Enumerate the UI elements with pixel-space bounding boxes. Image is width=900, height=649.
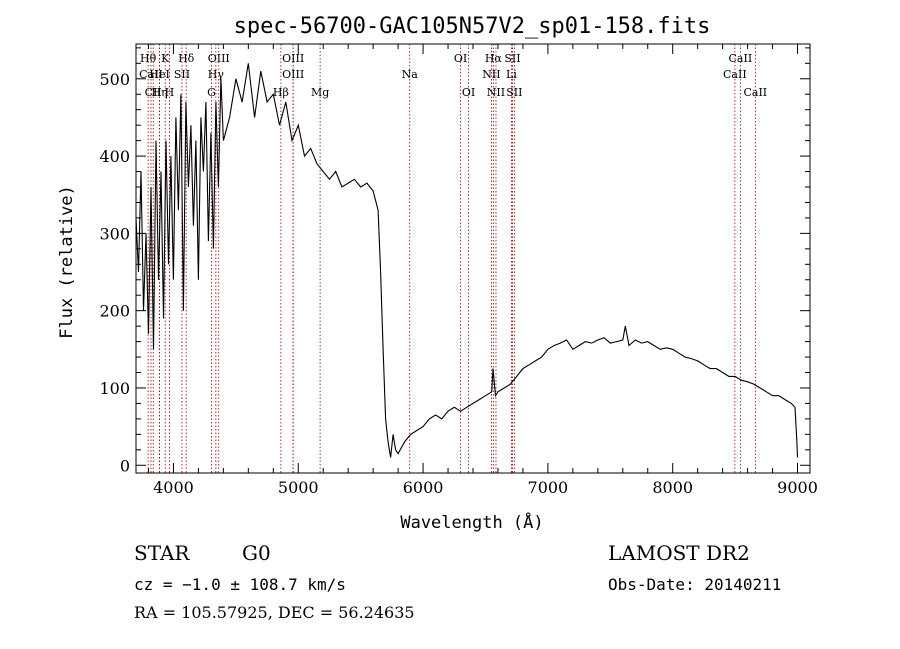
x-axis-label: Wavelength (Å) [400,511,543,533]
line-marker-label: CaII [139,68,163,81]
line-marker-label: Hγ [208,68,225,81]
line-marker-label: Hδ [178,52,195,65]
line-marker-label: SII [506,86,522,99]
x-tick-label: 6000 [403,478,444,497]
line-marker-label: OI [454,52,467,65]
x-axis: 4000 5000 6000 7000 8000 9000 [147,44,818,497]
line-marker-label: Hα [485,52,503,65]
line-marker-label: NII [487,86,505,99]
plot-frame [135,43,811,474]
line-marker-label: G [207,86,216,99]
x-tick-label: 8000 [652,478,693,497]
line-marker-label: OI [462,86,475,99]
line-marker-label: H [165,86,175,99]
y-axis-label: Flux (relative) [57,185,77,339]
y-tick-label: 400 [99,147,130,166]
line-marker-label: Hθ [140,52,157,65]
x-tick-label: 9000 [777,478,818,497]
subclass: G0 [242,541,271,565]
spectrum-line [135,63,799,458]
line-marker-label: CaII [743,86,767,99]
line-marker-label: Hη [151,86,167,99]
line-marker-label: Hβ [273,86,289,99]
line-marker-label: CaII [729,52,753,65]
y-tick-label: 500 [99,70,130,89]
object-type: STAR [134,541,190,565]
line-marker-label: OIII [208,52,230,65]
x-tick-label: 7000 [528,478,569,497]
coordinates: RA = 105.57925, DEC = 56.24635 [134,603,415,622]
line-marker-label: Li [506,68,517,81]
y-axis: 0 100 200 300 400 500 [99,47,810,475]
chart-title: spec-56700-GAC105N57V2_sp01-158.fits [234,14,711,39]
y-tick-label: 200 [99,302,130,321]
line-marker-label: SII [174,68,190,81]
line-marker-label: K [161,52,170,65]
line-marker-label: Na [402,68,419,81]
x-tick-label: 4000 [153,478,194,497]
line-marker-label: CaII [723,68,747,81]
line-marker-label: SII [504,52,520,65]
y-tick-label: 0 [120,456,130,475]
line-marker-label: CII [145,86,162,99]
line-marker-label: HeI [149,68,169,81]
line-marker-label: OIII [282,68,304,81]
line-marker-label: NII [482,68,500,81]
line-marker-labels: Hθ CaII CII K HeI HηH SII Hδ OIII Hγ G OIII OIII Hβ Mg… [139,52,767,99]
x-tick-label: 5000 [278,478,319,497]
redshift-value: cz = −1.0 ± 108.7 km/s [134,575,346,594]
line-marker-label: Mg [311,86,329,99]
y-tick-label: 300 [99,224,130,243]
y-tick-label: 100 [99,379,130,398]
survey-name: LAMOST DR2 [608,541,750,565]
line-marker-label: OIII [282,52,304,65]
observation-date: Obs-Date: 20140211 [608,575,782,594]
